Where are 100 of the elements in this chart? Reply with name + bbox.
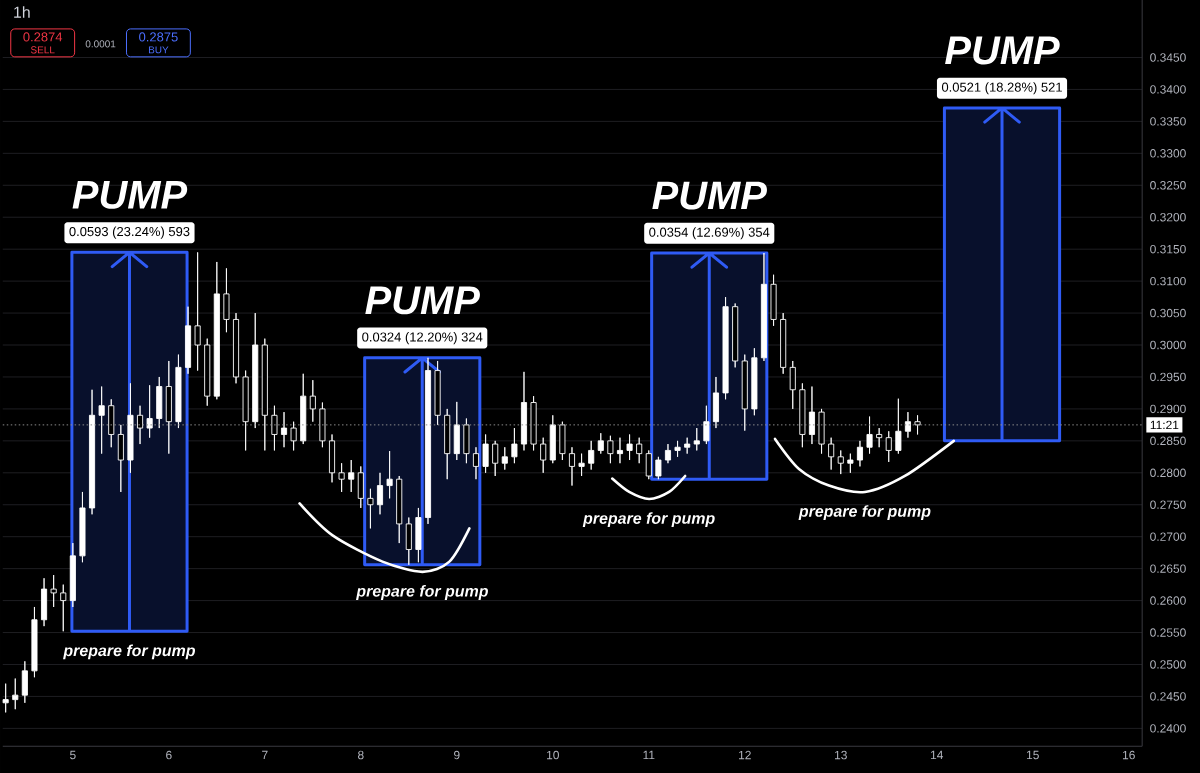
candlestick — [549, 414, 556, 464]
y-tick-label: 0.3100 — [1150, 276, 1186, 286]
annotation: 0.2874 — [23, 32, 63, 42]
y-tick-label: 0.3400 — [1150, 85, 1186, 94]
candlestick — [117, 424, 124, 493]
candlestick — [904, 411, 911, 439]
bar — [942, 106, 1062, 443]
candlestick — [520, 371, 528, 451]
candlestick — [741, 354, 748, 431]
candlestick — [655, 456, 662, 480]
annotation: prepare for pump — [63, 644, 196, 660]
candlestick — [760, 252, 767, 362]
candlestick — [271, 405, 278, 451]
candlestick — [751, 347, 758, 416]
candlestick — [146, 384, 153, 439]
candlestick — [866, 416, 873, 454]
candlestick — [559, 421, 566, 461]
candlestick — [290, 421, 297, 451]
candlestick — [2, 683, 9, 713]
candlestick — [156, 376, 163, 429]
candlestick — [319, 401, 326, 448]
candlestick — [213, 261, 220, 400]
annotation: PUMP — [365, 286, 480, 315]
candlestick — [127, 382, 134, 474]
candlestick — [367, 488, 374, 529]
candlestick — [616, 437, 624, 464]
candlestick — [348, 459, 355, 493]
candlestick — [597, 432, 604, 454]
x-tick-label: 11 — [643, 750, 655, 759]
annotation: 0.2875 — [139, 32, 178, 42]
candlestick — [309, 379, 316, 423]
candlestick — [636, 437, 643, 464]
candlestick — [703, 405, 710, 445]
y-tick-label: 0.2500 — [1150, 660, 1186, 669]
candlestick — [31, 606, 38, 678]
y-tick-label: 0.2450 — [1150, 692, 1186, 701]
candlestick — [684, 437, 691, 454]
y-tick-label: 0.3050 — [1150, 308, 1186, 318]
candlestick — [818, 408, 825, 454]
candlestick — [338, 462, 345, 493]
candlestick — [463, 417, 470, 464]
candlestick — [693, 427, 700, 451]
y-tick-label: 0.3200 — [1150, 212, 1186, 222]
y-tick-label: 0.3000 — [1150, 340, 1186, 350]
candlestick — [415, 507, 422, 563]
candlestick — [252, 312, 259, 429]
candlestick — [184, 306, 192, 375]
annotation: prepare for pump — [356, 584, 488, 600]
candlestick — [386, 450, 393, 499]
candlestick — [511, 427, 518, 464]
x-tick-label: 14 — [930, 750, 944, 759]
candlestick — [223, 267, 230, 333]
candlestick — [98, 386, 105, 454]
x-tick-label: 6 — [166, 750, 172, 760]
x-tick-label: 5 — [70, 750, 76, 760]
candlestick — [204, 338, 211, 407]
annotation: prepare for pump — [798, 505, 931, 520]
line-series — [773, 437, 956, 494]
candlestick — [472, 446, 480, 480]
bar — [70, 250, 189, 633]
candlestick — [453, 401, 460, 461]
candlestick — [664, 443, 672, 464]
x-tick-label: 8 — [358, 750, 364, 760]
candlestick — [732, 302, 739, 368]
annotation: 0.0001 — [85, 40, 116, 48]
y-tick-label: 0.3450 — [1150, 53, 1186, 62]
data-label: 0.0521 (18.28%) 521 — [941, 82, 1062, 95]
x-tick-label: 15 — [1026, 750, 1039, 760]
candlestick — [232, 312, 240, 384]
annotation: prepare for pump — [582, 512, 715, 527]
candlestick — [530, 395, 537, 451]
candlestick — [41, 577, 48, 627]
y-tick-label: 0.2600 — [1150, 596, 1186, 605]
candlestick — [165, 360, 172, 454]
y-tick-label: 0.2800 — [1150, 468, 1186, 477]
candlestick — [108, 398, 115, 448]
candlestick — [89, 389, 96, 515]
candlestick — [50, 574, 57, 608]
candlestick — [607, 435, 614, 464]
y-tick-label: 0.2750 — [1150, 500, 1186, 509]
candlestick — [137, 405, 144, 445]
y-tick-label: 0.3350 — [1150, 117, 1186, 126]
candlestick — [828, 437, 835, 470]
candlestick — [482, 433, 489, 474]
candlestick — [856, 440, 863, 467]
candlestick — [780, 312, 787, 375]
candlestick — [885, 430, 892, 463]
annotation: PUMP — [72, 180, 188, 209]
candlestick — [799, 382, 806, 448]
line-series — [298, 502, 471, 574]
y-tick-label: 0.2400 — [1150, 724, 1186, 733]
candlestick — [808, 386, 815, 445]
candlestick — [722, 296, 729, 400]
annotation: PUMP — [652, 181, 767, 210]
candlestick — [847, 453, 854, 474]
line-series — [610, 474, 687, 501]
y-tick-label: 0.2850 — [1150, 436, 1186, 445]
x-tick-label: 10 — [547, 750, 559, 760]
candlestick — [588, 440, 595, 470]
y-tick-label: 0.3250 — [1150, 180, 1186, 190]
